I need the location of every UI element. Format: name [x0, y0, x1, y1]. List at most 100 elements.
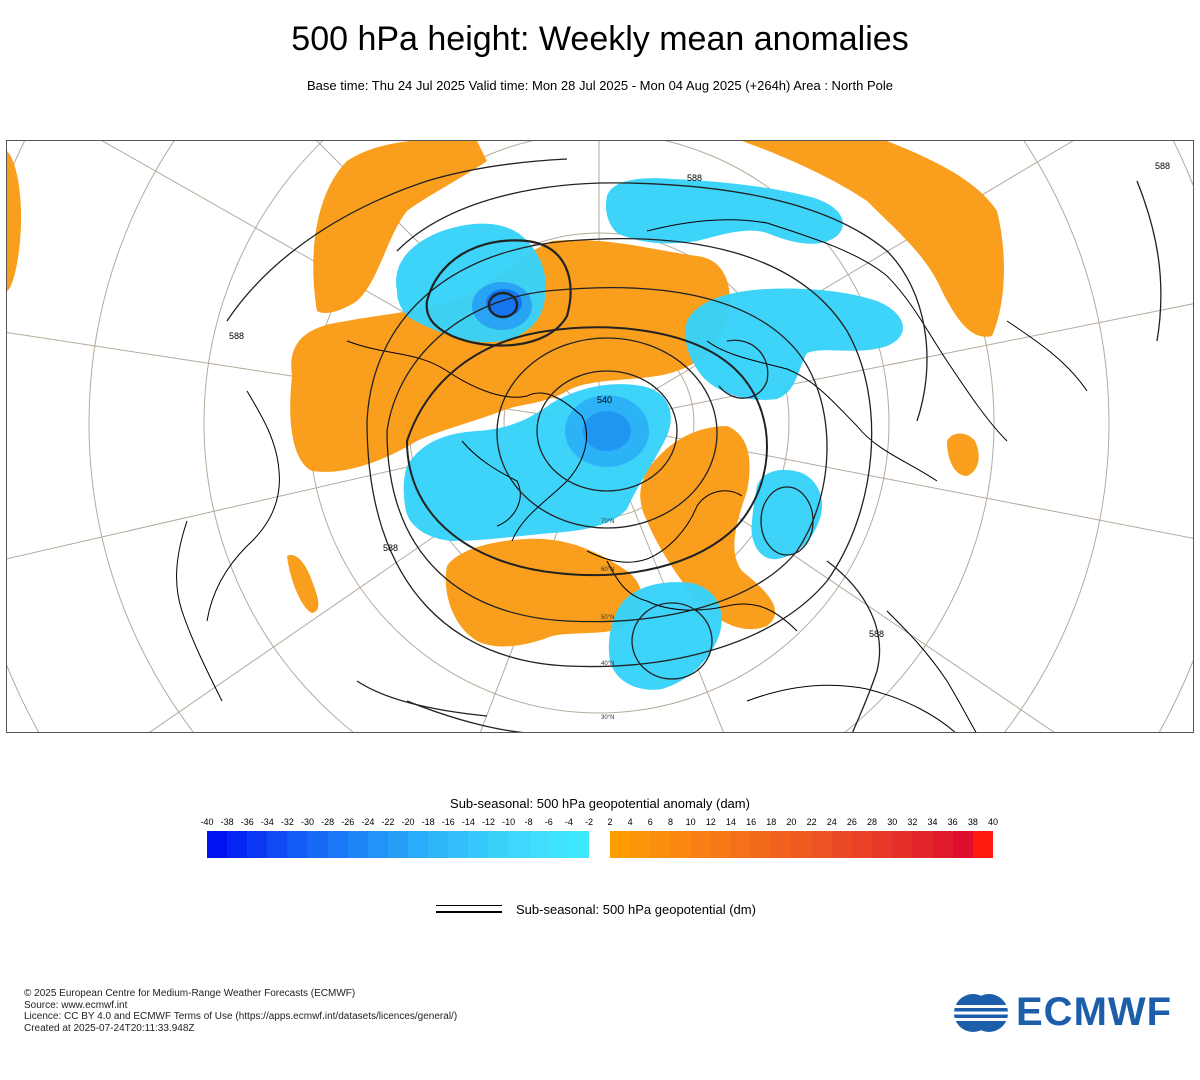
contour-line-legend: Sub-seasonal: 500 hPa geopotential (dm)	[436, 898, 756, 920]
colorbar-tick-label: 36	[947, 817, 958, 827]
colorbar-cell	[267, 831, 288, 858]
colorbar-cell	[791, 831, 812, 858]
colorbar-tick-label: -40	[200, 817, 214, 827]
colorbar-tick-label: -28	[321, 817, 335, 827]
colorbar-tick-label: 10	[685, 817, 696, 827]
colorbar-tick-label: -22	[381, 817, 395, 827]
colorbar-tick-label: 4	[627, 817, 633, 827]
colorbar-tick-label: -26	[341, 817, 355, 827]
colorbar-cell	[872, 831, 893, 858]
colorbar-positive	[610, 831, 993, 858]
colorbar-tick-label: 32	[907, 817, 918, 827]
logo-text: ECMWF	[1016, 990, 1173, 1034]
colorbar-cell	[952, 831, 973, 858]
colorbar-tick-label: 38	[967, 817, 978, 827]
colorbar-cell	[912, 831, 933, 858]
colorbar-cell	[670, 831, 691, 858]
colorbar-tick-label: -18	[421, 817, 435, 827]
colorbar-tick-label: 16	[746, 817, 757, 827]
anomaly-cores	[472, 282, 649, 467]
colorbar-cell	[287, 831, 308, 858]
colorbar-tick-label: -2	[584, 817, 594, 827]
colorbar-cell	[508, 831, 529, 858]
colorbar-tick-label: -8	[524, 817, 533, 827]
colorbar-cell	[367, 831, 388, 858]
chart-title: 500 hPa height: Weekly mean anomalies	[291, 20, 909, 58]
colorbar-cell	[227, 831, 248, 858]
coastlines	[176, 219, 1088, 732]
credit-line: Source: www.ecmwf.int	[24, 999, 128, 1011]
colorbar-cell	[548, 831, 569, 858]
colorbar-tick-label: 12	[705, 817, 716, 827]
colorbar-cell	[448, 831, 469, 858]
colorbar-tick-label: 6	[647, 817, 653, 827]
colorbar-cell	[387, 831, 408, 858]
colorbar-tick-label: -30	[301, 817, 315, 827]
contour-labels: 588 588 588 588 588 540	[229, 161, 1170, 639]
colorbar-cell	[831, 831, 852, 858]
colorbar-cell	[730, 831, 752, 858]
colorbar-cell	[568, 831, 589, 858]
ecmwf-emblem-icon	[952, 993, 1010, 1032]
colorbar-tick-label: 34	[927, 817, 938, 827]
colorbar-tick-label: 14	[725, 817, 736, 827]
colorbar-cell	[650, 831, 671, 858]
ecmwf-logo: ECMWF	[952, 990, 1172, 1035]
colorbar-tick-label: -12	[481, 817, 495, 827]
latitude-label: 30°N	[601, 715, 614, 721]
latitude-label: 40°N	[601, 661, 614, 667]
colorbar-cell	[488, 831, 509, 858]
colorbar-tick-label: -10	[502, 817, 516, 827]
credit-line: Created at 2025-07-24T20:11:33.948Z	[24, 1022, 195, 1034]
contour-label: 588	[229, 331, 244, 341]
colorbar-cell	[247, 831, 268, 858]
colorbar-ticks: -40 -38 -36 -34 -32 -30 -28 -26 -24 -22 -20 -18 -16-…	[0, 817, 1200, 831]
colorbar-tick-label: -36	[240, 817, 254, 827]
colorbar-tick-label: -14	[461, 817, 475, 827]
latitude-label: 70°N	[601, 519, 614, 525]
colorbar-cell	[428, 831, 449, 858]
colorbar-tick-label: 40	[987, 817, 999, 827]
colorbar-tick-label: 24	[826, 817, 837, 827]
colorbar-cell	[710, 831, 731, 858]
colorbar-cell	[972, 831, 993, 858]
colorbar-tick-label: -6	[544, 817, 553, 827]
geopotential-contours	[226, 158, 1162, 732]
contour-label: 588	[687, 173, 702, 183]
colorbar-tick-label: -20	[401, 817, 415, 827]
colorbar-cell	[892, 831, 913, 858]
contour-line-sample	[436, 904, 502, 914]
colorbar-cell	[347, 831, 368, 858]
colorbar-tick-label: -38	[220, 817, 234, 827]
colorbar-cell	[690, 831, 711, 858]
chart-subtitle: Base time: Thu 24 Jul 2025 Valid time: M…	[307, 78, 893, 93]
colorbar-cell	[407, 831, 429, 858]
contour-line-label: Sub-seasonal: 500 hPa geopotential (dm)	[516, 901, 756, 917]
colorbar-cell	[307, 831, 328, 858]
colorbar-tick-label: 8	[667, 817, 673, 827]
positive-anomalies	[7, 141, 1004, 647]
colorbar-cell	[811, 831, 832, 858]
colorbar-cell	[932, 831, 953, 858]
contour-label: 540	[597, 395, 612, 405]
colorbar-cell	[771, 831, 792, 858]
colorbar-tick-label: 2	[607, 817, 613, 827]
colorbar-cell	[327, 831, 348, 858]
colorbar-tick-label: -32	[280, 817, 294, 827]
contour-label: 588	[869, 629, 884, 639]
latitude-label: 50°N	[601, 615, 614, 621]
latitude-labels: 70°N 60°N 50°N 40°N 30°N	[601, 519, 614, 721]
colorbar-tick-label: -34	[260, 817, 274, 827]
polar-map: 588 588 588 588 588 540 70°N 60°N 50°N 4…	[6, 140, 1194, 733]
colorbar-tick-label: -4	[564, 817, 573, 827]
colorbar-tick-label: -24	[361, 817, 375, 827]
colorbar-tick-label: 20	[786, 817, 797, 827]
colorbar-tick-label: 22	[806, 817, 817, 827]
colorbar-cell	[528, 831, 549, 858]
colorbar-tick-label: 30	[887, 817, 898, 827]
credit-line: Licence: CC BY 4.0 and ECMWF Terms of Us…	[24, 1011, 458, 1022]
colorbar-tick-label: -16	[441, 817, 455, 827]
colorbar-cell	[610, 831, 631, 858]
colorbar-tick-label: 18	[766, 817, 777, 827]
colorbar-cell	[207, 831, 228, 858]
